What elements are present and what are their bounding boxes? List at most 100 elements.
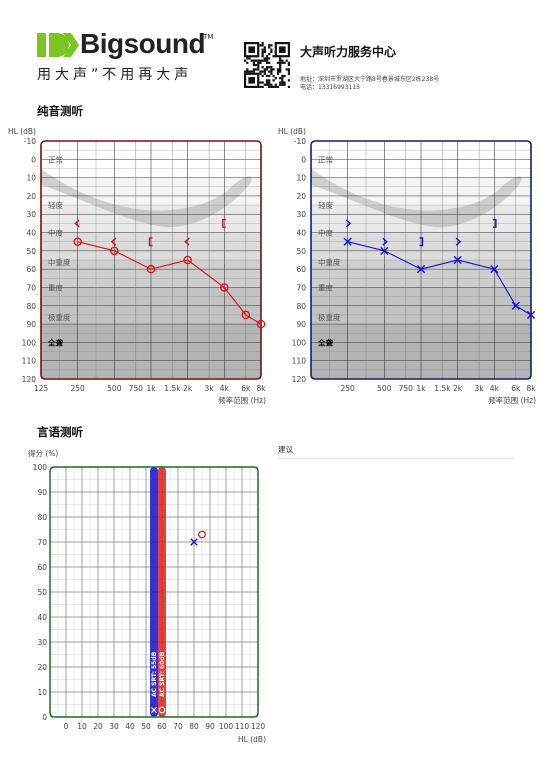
severity-label: 正常 bbox=[48, 155, 63, 164]
severity-label: 极重度 bbox=[48, 312, 71, 322]
y-tick-label: 110 bbox=[292, 357, 307, 366]
srt-marker bbox=[151, 707, 157, 713]
x-tick-label: 40 bbox=[125, 722, 135, 731]
y-tick-label: 60 bbox=[296, 265, 306, 274]
speech-score-point bbox=[190, 538, 198, 546]
x-tick-label: 80 bbox=[189, 722, 199, 731]
srt-bar bbox=[150, 467, 158, 717]
x-tick-label: 120 bbox=[251, 722, 266, 731]
air-conduction-marker bbox=[241, 310, 251, 320]
severity-label: 轻度 bbox=[318, 200, 333, 210]
x-tick-label: 500 bbox=[377, 384, 392, 393]
y-tick-label: 20 bbox=[26, 192, 36, 201]
center-address: 地址：深圳市罗湖区大宁路8号春景城东区2栋238号 bbox=[300, 76, 440, 83]
advice-label: 建议 bbox=[278, 445, 293, 454]
bone-conduction-marker bbox=[455, 237, 462, 246]
air-conduction-marker bbox=[511, 301, 520, 310]
bone-conduction-marker bbox=[382, 237, 388, 246]
air-conduction-marker bbox=[256, 319, 266, 329]
srt-bar bbox=[158, 467, 166, 717]
x-tick-label: 90 bbox=[205, 722, 215, 731]
severity-label: 重度 bbox=[48, 282, 63, 292]
y-tick-label: 90 bbox=[296, 320, 306, 329]
brand-slogan: 用大声”不用再大声 bbox=[37, 67, 193, 83]
x-tick-label: 8k bbox=[256, 384, 266, 393]
y-tick-label: 80 bbox=[37, 513, 47, 522]
x-tick-label: 30 bbox=[109, 722, 119, 731]
air-conduction-marker bbox=[380, 246, 389, 255]
air-conduction-marker bbox=[416, 265, 426, 274]
chart-frame bbox=[49, 466, 259, 718]
bigsound-logo-icon bbox=[37, 33, 79, 57]
y-tick-label: 100 bbox=[22, 338, 37, 347]
y-tick-label: 30 bbox=[296, 210, 306, 219]
severity-label: 中度 bbox=[318, 228, 333, 238]
severity-label: 中重度 bbox=[48, 257, 71, 267]
pure-tone-title: 纯音测听 bbox=[37, 104, 83, 118]
x-tick-label: 20 bbox=[93, 722, 103, 731]
severity-label: 中度 bbox=[48, 228, 63, 238]
x-tick-label: 110 bbox=[235, 722, 250, 731]
x-tick-label: 6k bbox=[511, 384, 521, 393]
x-tick-label: 750 bbox=[399, 384, 414, 393]
chart-frame bbox=[40, 140, 262, 380]
speech-banana bbox=[41, 168, 252, 228]
y-tick-label: 70 bbox=[296, 283, 306, 292]
y-tick-label: 100 bbox=[292, 338, 307, 347]
x-tick-label: 50 bbox=[141, 722, 151, 731]
x-tick-label: 100 bbox=[219, 722, 234, 731]
x-tick-label: 2k bbox=[183, 384, 193, 393]
y-tick-label: 120 bbox=[292, 375, 307, 384]
x-tick-label: 6k bbox=[241, 384, 251, 393]
x-tick-label: 4k bbox=[490, 384, 500, 393]
x-tick-label: 10 bbox=[77, 722, 87, 731]
y-tick-label: 70 bbox=[26, 283, 36, 292]
severity-label: 全聋 bbox=[47, 337, 63, 347]
y-tick-label: 0 bbox=[42, 713, 47, 722]
y-tick-label: 120 bbox=[22, 375, 37, 384]
y-tick-label: -10 bbox=[24, 137, 36, 146]
y-tick-label: 10 bbox=[26, 174, 36, 183]
y-tick-label: 50 bbox=[26, 247, 36, 256]
bone-conduction-marker bbox=[222, 218, 226, 228]
air-conduction-line bbox=[77, 241, 262, 325]
x-axis-label: HL (dB) bbox=[238, 735, 266, 744]
y-tick-label: 0 bbox=[31, 155, 36, 164]
air-conduction-marker bbox=[343, 237, 352, 246]
x-tick-label: 0 bbox=[64, 722, 69, 731]
severity-label: 重度 bbox=[318, 282, 333, 292]
air-conduction-marker bbox=[490, 265, 499, 274]
qr-code-icon bbox=[244, 42, 290, 88]
x-tick-label: 250 bbox=[71, 384, 86, 393]
x-tick-label: 125 bbox=[34, 384, 49, 393]
y-tick-label: 40 bbox=[296, 229, 306, 238]
bone-conduction-marker bbox=[148, 237, 153, 247]
y-axis-label: HL (dB) bbox=[8, 127, 36, 136]
bone-conduction-marker bbox=[419, 237, 424, 247]
x-tick-label: 3k bbox=[205, 384, 215, 393]
severity-label: 轻度 bbox=[48, 200, 63, 210]
air-conduction-marker bbox=[73, 237, 82, 246]
air-conduction-marker bbox=[220, 283, 229, 292]
y-tick-label: 100 bbox=[33, 463, 48, 472]
y-tick-label: 50 bbox=[37, 588, 47, 597]
air-conduction-marker bbox=[526, 310, 536, 320]
severity-label: 极重度 bbox=[318, 312, 341, 322]
y-tick-label: 60 bbox=[26, 265, 36, 274]
y-tick-label: 60 bbox=[37, 563, 47, 572]
y-tick-label: 110 bbox=[22, 357, 37, 366]
x-tick-label: 2k bbox=[453, 384, 463, 393]
y-tick-label: 80 bbox=[26, 302, 36, 311]
y-tick-label: 10 bbox=[37, 688, 47, 697]
x-tick-label: 60 bbox=[157, 722, 167, 731]
y-tick-label: 0 bbox=[301, 155, 306, 164]
bone-conduction-marker bbox=[345, 219, 352, 228]
srt-bar-label: AC SRT: 60dB bbox=[159, 651, 166, 697]
y-axis-label: 得分 (%) bbox=[28, 448, 58, 458]
y-axis-label: HL (dB) bbox=[278, 127, 306, 136]
x-tick-label: 1k bbox=[146, 384, 156, 393]
y-tick-label: 40 bbox=[26, 229, 36, 238]
center-name: 大声听力服务中心 bbox=[300, 45, 397, 59]
speech-audiogram: 得分 (%) 0 10 20 30 40 50 60 70 80 90 100 0 10 20 30 40 50 6… bbox=[28, 448, 266, 744]
